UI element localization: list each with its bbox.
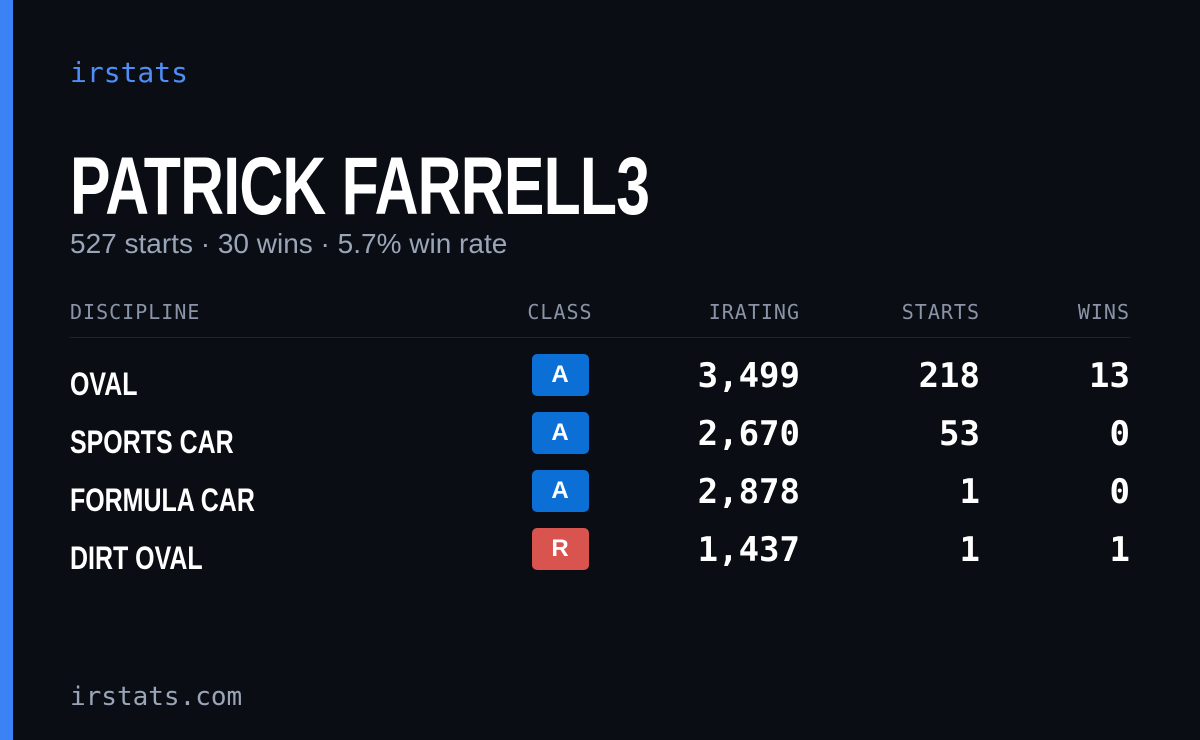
class-badge: R xyxy=(531,528,589,570)
accent-bar xyxy=(0,0,13,740)
brand: irstats xyxy=(70,56,189,89)
header-rule xyxy=(70,337,1130,338)
irating: 3,499 xyxy=(697,356,800,396)
starts: 218 xyxy=(918,356,980,396)
irating: 2,878 xyxy=(697,472,800,512)
summary: 527 starts · 30 wins · 5.7% win rate xyxy=(70,228,508,259)
starts: 1 xyxy=(959,472,980,512)
column-header: DISCIPLINE xyxy=(70,300,201,324)
class-badge: A xyxy=(531,354,589,396)
column-header: IRATING xyxy=(708,300,800,324)
starts: 53 xyxy=(939,414,980,454)
irating: 1,437 xyxy=(697,530,800,570)
discipline: SPORTS CAR xyxy=(70,424,234,460)
discipline: OVAL xyxy=(70,366,138,402)
footer: irstats.com xyxy=(70,682,243,712)
column-header: STARTS xyxy=(901,300,980,324)
column-header: WINS xyxy=(1077,300,1130,324)
discipline: FORMULA CAR xyxy=(70,482,255,518)
class-badge: A xyxy=(531,470,589,512)
wins: 0 xyxy=(1109,414,1130,454)
column-header: CLASS xyxy=(527,300,593,324)
wins: 1 xyxy=(1109,530,1130,570)
wins: 13 xyxy=(1089,356,1130,396)
discipline: DIRT OVAL xyxy=(70,540,203,576)
wins: 0 xyxy=(1109,472,1130,512)
irating: 2,670 xyxy=(697,414,800,454)
starts: 1 xyxy=(959,530,980,570)
class-badge: A xyxy=(531,412,589,454)
driver-name: PATRICK FARRELL3 xyxy=(70,141,650,232)
